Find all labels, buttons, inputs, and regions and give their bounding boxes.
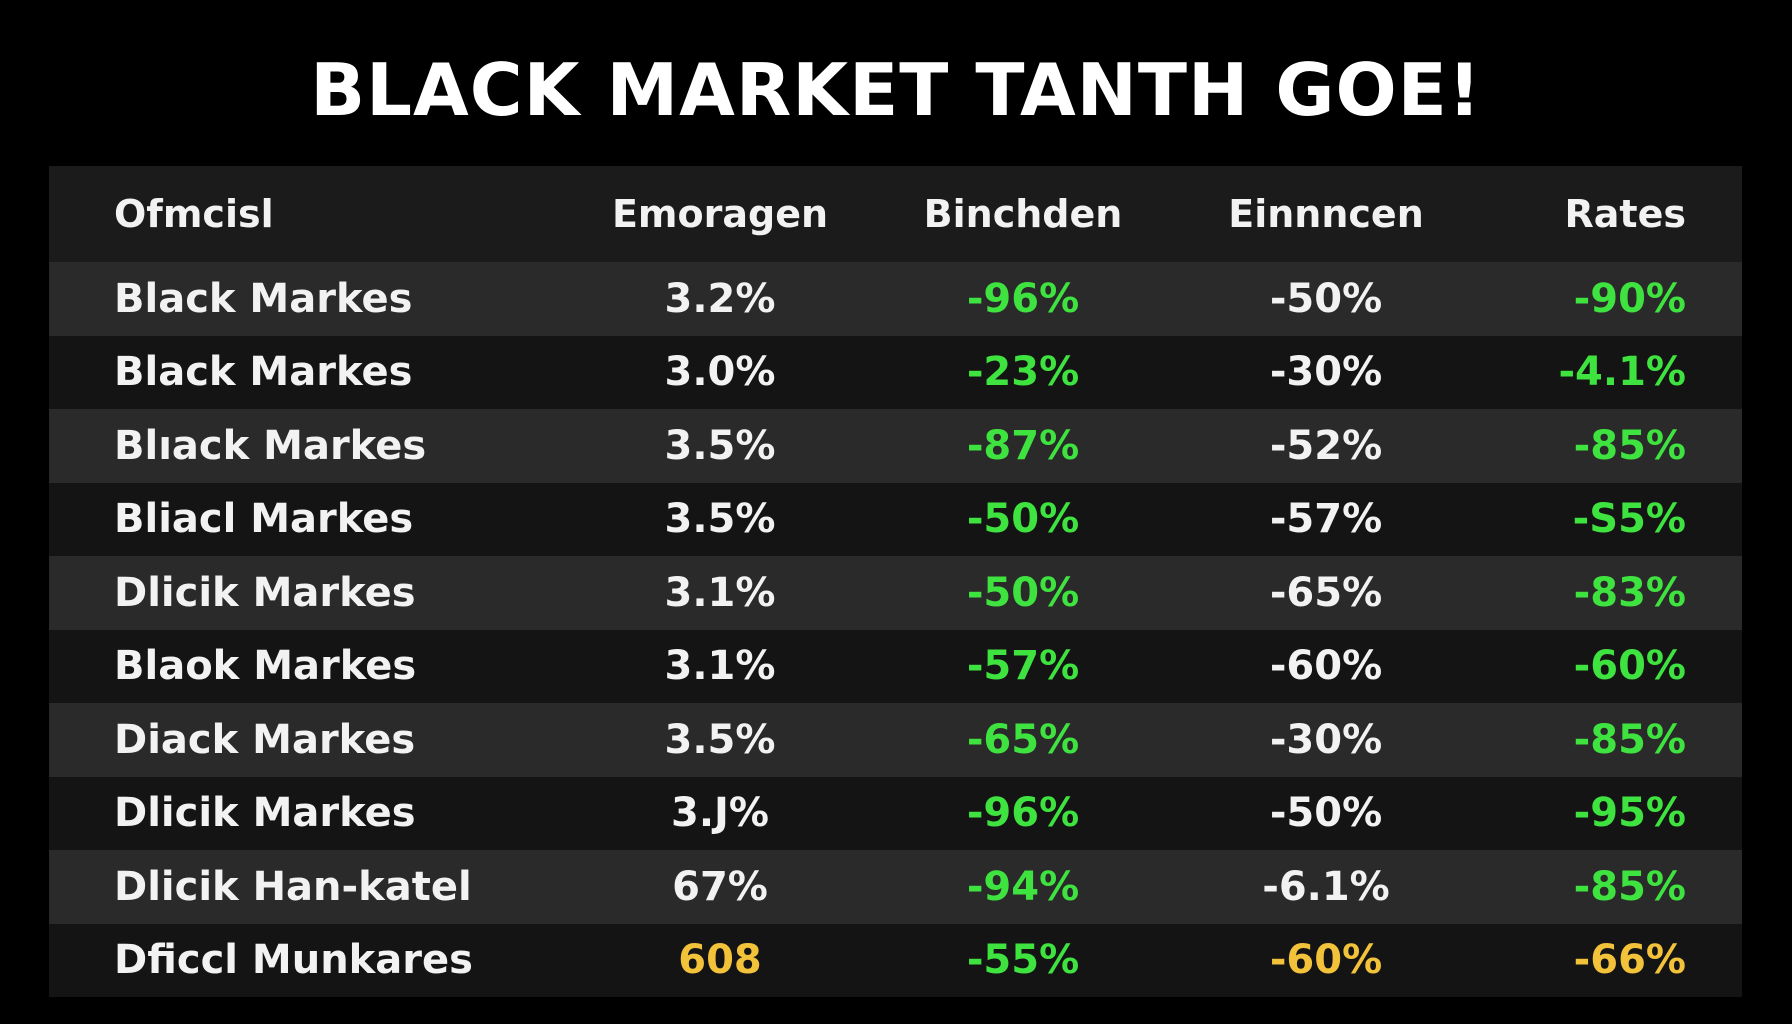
cell-value: -60%	[1573, 643, 1686, 690]
cell-value: -50%	[966, 569, 1080, 616]
cell-value: 3.5%	[664, 716, 776, 763]
table-row: Diack Markes 3.5% -65% -30% -85%	[49, 703, 1742, 777]
row-label: Blıack Markes	[114, 422, 427, 469]
cell-value: -57%	[1269, 496, 1383, 543]
cell-value: -96%	[966, 275, 1080, 322]
cell-value: -96%	[966, 790, 1080, 837]
cell-value: 608	[678, 937, 762, 984]
cell-value: -90%	[1573, 275, 1686, 322]
cell-value: -65%	[966, 716, 1080, 763]
table-row: Blaok Markes 3.1% -57% -60% -60%	[49, 629, 1742, 703]
cell-value: -95%	[1573, 790, 1686, 837]
table-row: Dlicik Markes 3.J% -96% -50% -95%	[49, 776, 1742, 850]
column-header: Binchden	[923, 192, 1123, 236]
row-label: Bliacl Markes	[114, 496, 414, 543]
table-row: Dlicik Han-katel 67% -94% -6.1% -85%	[49, 850, 1742, 924]
cell-value: -4.1%	[1558, 349, 1686, 396]
cell-value: 3.5%	[664, 496, 776, 543]
cell-value: -55%	[966, 937, 1080, 984]
row-label: Dficcl Munkares	[114, 937, 473, 984]
cell-value: -57%	[966, 643, 1080, 690]
cell-value: -23%	[966, 349, 1080, 396]
cell-value: -87%	[966, 422, 1080, 469]
table: Ofmcisl Emoragen Binchden Einnncen Rates Blac…	[49, 166, 1742, 997]
cell-value: 67%	[672, 863, 768, 910]
cell-value: 3.J%	[671, 790, 769, 837]
row-label: Black Markes	[114, 275, 413, 322]
row-label: Dlicik Han-katel	[114, 863, 472, 910]
table-row: Black Markes 3.2% -96% -50% -90%	[49, 262, 1742, 336]
row-label: Diack Markes	[114, 716, 416, 763]
cell-value: -S5%	[1572, 496, 1686, 543]
row-label: Black Markes	[114, 349, 413, 396]
row-label: Dlicik Markes	[114, 569, 416, 616]
cell-value: -6.1%	[1262, 863, 1390, 910]
column-header: Rates	[1564, 192, 1686, 236]
cell-value: 3.0%	[664, 349, 776, 396]
cell-value: 3.1%	[664, 569, 776, 616]
row-label: Blaok Markes	[114, 643, 417, 690]
cell-value: -30%	[1269, 349, 1383, 396]
column-header: Einnncen	[1228, 192, 1424, 236]
cell-value: -85%	[1573, 863, 1686, 910]
cell-value: 3.2%	[664, 275, 776, 322]
cell-value: -50%	[1269, 790, 1383, 837]
cell-value: 3.5%	[664, 422, 776, 469]
table-row: Dlicik Markes 3.1% -50% -65% -83%	[49, 556, 1742, 630]
table-row: Dficcl Munkares 608 -55% -60% -66%	[49, 923, 1742, 997]
table-row: Blıack Markes 3.5% -87% -52% -85%	[49, 409, 1742, 483]
cell-value: 3.1%	[664, 643, 776, 690]
cell-value: -85%	[1573, 716, 1686, 763]
cell-value: -30%	[1269, 716, 1383, 763]
row-label: Dlicik Markes	[114, 790, 416, 837]
cell-value: -50%	[966, 496, 1080, 543]
cell-value: -50%	[1269, 275, 1383, 322]
cell-value: -65%	[1269, 569, 1383, 616]
title: BLACK MARKET TANTH GOE!	[310, 48, 1482, 132]
cell-value: -60%	[1269, 643, 1383, 690]
header-row: Ofmcisl Emoragen Binchden Einnncen Rates	[49, 166, 1742, 262]
cell-value: -94%	[966, 863, 1080, 910]
cell-value: -83%	[1573, 569, 1686, 616]
cell-value: -52%	[1269, 422, 1383, 469]
table-row: Black Markes 3.0% -23% -30% -4.1%	[49, 335, 1742, 409]
table-row: Bliacl Markes 3.5% -50% -57% -S5%	[49, 482, 1742, 556]
cell-value: -85%	[1573, 422, 1686, 469]
column-header: Emoragen	[611, 192, 829, 236]
column-header: Ofmcisl	[114, 192, 274, 236]
cell-value: -60%	[1269, 937, 1383, 984]
cell-value: -66%	[1573, 937, 1686, 984]
